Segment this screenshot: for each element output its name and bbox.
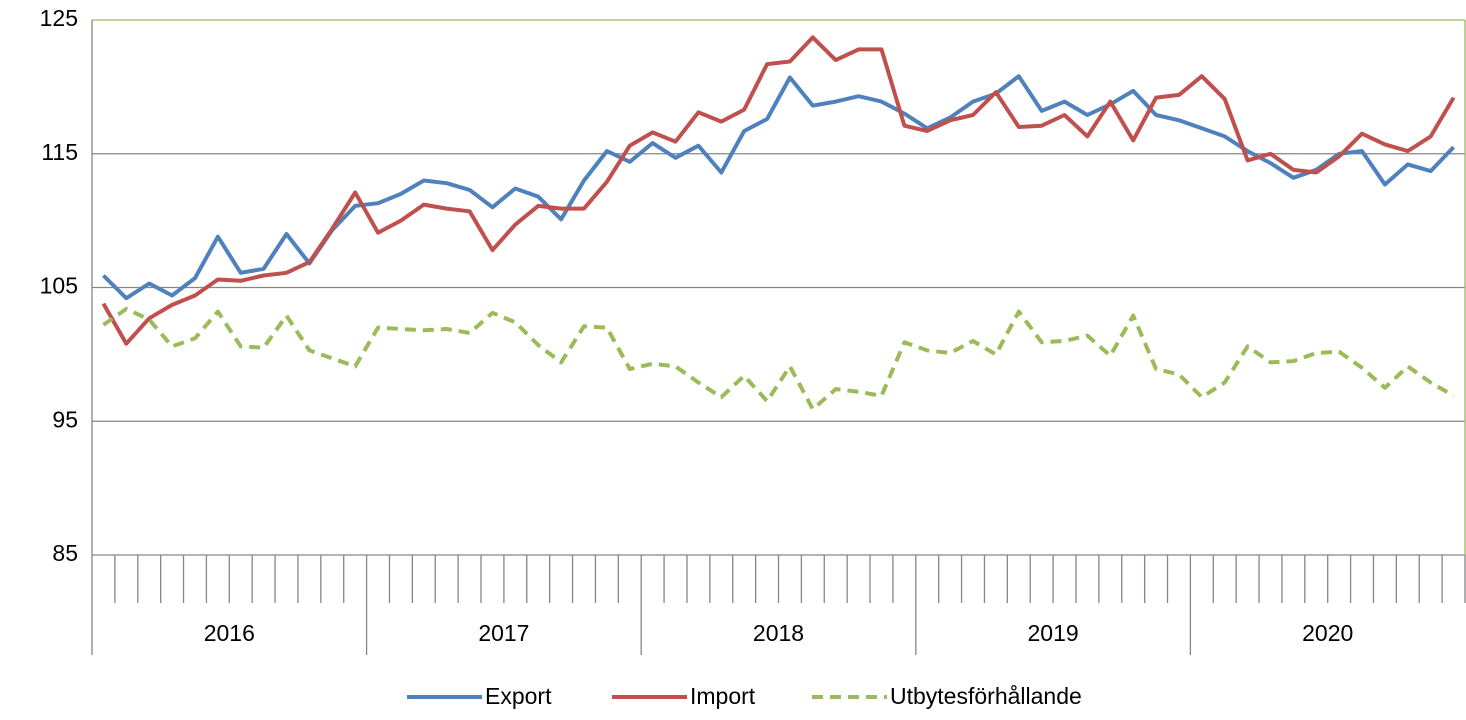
legend-label: Utbytesförhållande [890, 683, 1082, 709]
x-group-label: 2020 [1302, 620, 1353, 646]
y-tick-label: 115 [41, 139, 78, 165]
x-group-label: 2016 [204, 620, 255, 646]
legend-label: Import [690, 683, 756, 709]
y-tick-label: 85 [52, 540, 78, 566]
y-tick-label: 125 [40, 5, 78, 31]
x-group-label: 2019 [1028, 620, 1079, 646]
legend-label: Export [485, 683, 552, 709]
x-group-label: 2017 [478, 620, 529, 646]
y-tick-label: 105 [40, 273, 78, 299]
series-line [101, 35, 1456, 346]
y-tick-label: 95 [52, 406, 78, 432]
x-group-label: 2018 [753, 620, 804, 646]
series-line [102, 306, 1455, 412]
